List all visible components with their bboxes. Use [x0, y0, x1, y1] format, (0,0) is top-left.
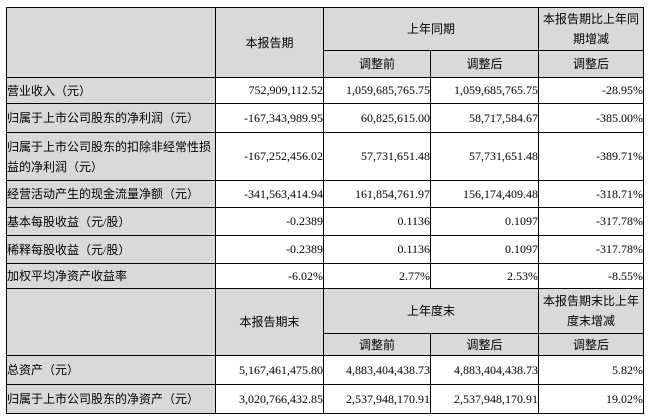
cell-adj-after: 1,059,685,765.75 — [429, 77, 540, 104]
table-row: 总资产（元） 5,167,461,475.80 4,883,404,438.73… — [6, 355, 645, 385]
cell-change: -28.95% — [538, 77, 645, 104]
row-label: 稀释每股收益（元/股） — [6, 235, 216, 264]
cell-current: -167,252,456.02 — [215, 132, 324, 181]
cell-adj-before: 161,854,761.97 — [323, 180, 431, 208]
table-row: 归属于上市公司股东的净利润（元） -167,343,989.95 60,825,… — [6, 103, 645, 133]
subheader-after-adjust-2: 调整后 — [429, 333, 540, 356]
cell-current: -6.02% — [215, 263, 324, 289]
table-row: 归属于上市公司股东的扣除非经常性损益的净利润（元） -167,252,456.0… — [6, 132, 645, 181]
cell-adj-after: 0.1097 — [429, 207, 540, 236]
row-label: 基本每股收益（元/股） — [6, 207, 216, 236]
cell-adj-before: 1,059,685,765.75 — [323, 77, 431, 104]
corner-empty-cell — [6, 7, 216, 78]
cell-change: 5.82% — [538, 355, 645, 385]
header-prior-period-group: 上年同期 — [322, 7, 540, 51]
cell-adj-before: 57,731,651.48 — [323, 132, 431, 181]
header-change-group-2: 本报告期末比上年度末增减 — [538, 288, 645, 334]
cell-adj-after: 57,731,651.48 — [429, 132, 540, 181]
table-row: 基本每股收益（元/股） -0.2389 0.1136 0.1097 -317.7… — [6, 207, 645, 236]
cell-change: -317.78% — [538, 207, 645, 236]
row-label: 总资产（元） — [6, 355, 216, 385]
cell-change: -385.00% — [538, 103, 645, 133]
cell-change: -318.71% — [538, 180, 645, 208]
cell-adj-after: 156,174,409.48 — [429, 180, 540, 208]
cell-adj-before: 4,883,404,438.73 — [323, 355, 431, 385]
row-label: 经营活动产生的现金流量净额（元） — [6, 180, 216, 208]
header-change-group: 本报告期比上年同期增减 — [538, 7, 645, 51]
cell-adj-after: 2,537,948,170.91 — [429, 384, 540, 414]
subheader-before-adjust-2: 调整前 — [323, 333, 431, 356]
row-label: 加权平均净资产收益率 — [6, 263, 216, 289]
table-row: 稀释每股收益（元/股） -0.2389 0.1136 0.1097 -317.7… — [6, 235, 645, 264]
table-row: 归属于上市公司股东的净资产（元） 3,020,766,432.85 2,537,… — [6, 384, 645, 414]
subheader-change-after-adjust-2: 调整后 — [538, 333, 645, 356]
cell-adj-before: 0.1136 — [323, 207, 431, 236]
corner-empty-cell-2 — [6, 288, 216, 356]
header-current-period: 本报告期 — [215, 7, 324, 78]
cell-change: -317.78% — [538, 235, 645, 264]
row-label: 归属于上市公司股东的扣除非经常性损益的净利润（元） — [6, 132, 216, 181]
table-row: 营业收入（元） 752,909,112.52 1,059,685,765.75 … — [6, 77, 645, 104]
row-label: 营业收入（元） — [6, 77, 216, 104]
cell-adj-before: 2,537,948,170.91 — [323, 384, 431, 414]
subheader-change-after-adjust: 调整后 — [538, 50, 645, 78]
cell-current: -167,343,989.95 — [215, 103, 324, 133]
cell-adj-after: 0.1097 — [429, 235, 540, 264]
cell-current: 752,909,112.52 — [215, 77, 324, 104]
cell-adj-before: 60,825,615.00 — [323, 103, 431, 133]
header-prior-year-end-group: 上年度末 — [322, 288, 540, 334]
subheader-after-adjust: 调整后 — [429, 50, 540, 78]
cell-change: 19.02% — [538, 384, 645, 414]
cell-adj-after: 58,717,584.67 — [429, 103, 540, 133]
table-row: 经营活动产生的现金流量净额（元） -341,563,414.94 161,854… — [6, 180, 645, 208]
cell-current: 3,020,766,432.85 — [215, 384, 324, 414]
cell-adj-after: 4,883,404,438.73 — [429, 355, 540, 385]
row-label: 归属于上市公司股东的净资产（元） — [6, 384, 216, 414]
cell-current: -0.2389 — [215, 235, 324, 264]
cell-adj-after: 2.53% — [429, 263, 540, 289]
financial-summary-table: 本报告期 上年同期 本报告期比上年同期增减 调整前 调整后 调整后 营业收入（元… — [6, 7, 645, 414]
header-current-period-end: 本报告期末 — [215, 288, 324, 356]
table-row: 加权平均净资产收益率 -6.02% 2.77% 2.53% -8.55% — [6, 263, 645, 289]
cell-change: -389.71% — [538, 132, 645, 181]
cell-current: 5,167,461,475.80 — [215, 355, 324, 385]
cell-current: -0.2389 — [215, 207, 324, 236]
subheader-before-adjust: 调整前 — [323, 50, 431, 78]
cell-adj-before: 0.1136 — [323, 235, 431, 264]
cell-change: -8.55% — [538, 263, 645, 289]
row-label: 归属于上市公司股东的净利润（元） — [6, 103, 216, 133]
cell-adj-before: 2.77% — [323, 263, 431, 289]
cell-current: -341,563,414.94 — [215, 180, 324, 208]
